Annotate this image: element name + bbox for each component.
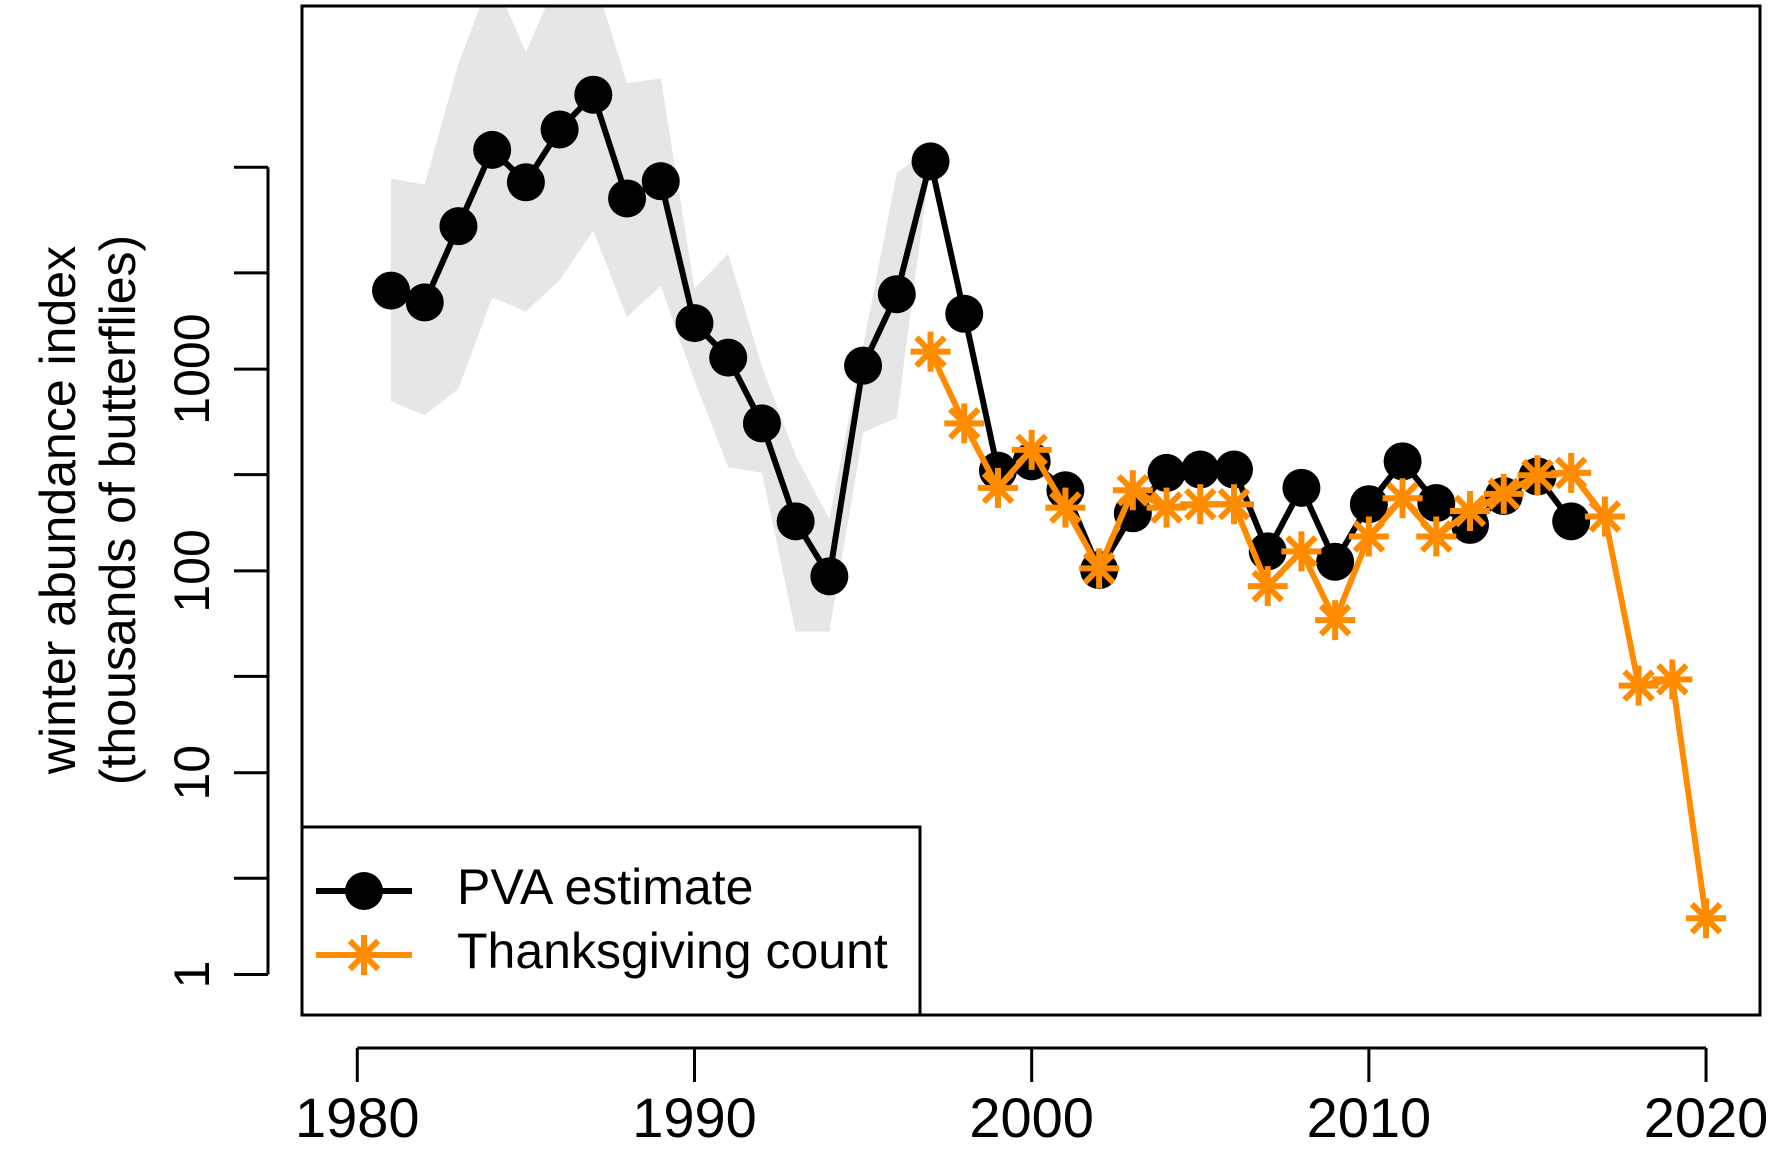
asterisk-stroke	[1116, 473, 1150, 507]
asterisk-stroke	[1689, 901, 1723, 935]
point	[675, 304, 714, 343]
point	[1551, 452, 1592, 493]
y-tick-label: 1000	[164, 313, 220, 424]
point	[473, 130, 512, 169]
point	[776, 502, 815, 541]
point	[1517, 455, 1558, 496]
asterisk-stroke	[1453, 494, 1487, 528]
legend-label: PVA estimate	[457, 859, 753, 915]
point	[344, 935, 384, 975]
point	[1045, 487, 1086, 528]
point	[1686, 898, 1727, 939]
point	[1282, 468, 1321, 507]
point	[945, 294, 984, 333]
x-tick-label: 1980	[295, 1086, 420, 1149]
asterisk-stroke	[1184, 487, 1217, 521]
asterisk-stroke	[1015, 433, 1048, 467]
legend-box	[300, 825, 922, 1017]
asterisk-stroke	[1521, 458, 1554, 492]
point	[574, 75, 613, 114]
point	[1146, 487, 1187, 528]
point	[1450, 491, 1491, 532]
asterisk-stroke	[1622, 669, 1655, 702]
point	[1552, 502, 1591, 541]
x-tick-label: 2020	[1644, 1086, 1769, 1149]
point	[1618, 665, 1659, 706]
point	[877, 275, 916, 314]
asterisk-stroke	[1487, 477, 1520, 511]
y-tick-label: 100	[164, 529, 220, 612]
asterisk-stroke	[347, 938, 381, 972]
point	[1247, 566, 1288, 607]
confidence-band	[391, 6, 931, 632]
asterisk-stroke	[1588, 500, 1622, 533]
point	[810, 557, 849, 596]
point	[1213, 484, 1254, 525]
x-tick-label: 2010	[1307, 1086, 1432, 1149]
plot-area	[372, 6, 1727, 939]
point	[1181, 450, 1220, 489]
asterisk-stroke	[1217, 487, 1251, 521]
point	[1652, 659, 1693, 700]
point	[1147, 453, 1186, 492]
point	[1584, 496, 1625, 537]
point	[844, 346, 883, 385]
asterisk-stroke	[981, 471, 1015, 505]
y-tick-label: 1	[164, 961, 220, 989]
y-axis-label: winter abundance index	[30, 246, 86, 775]
point	[1382, 478, 1423, 519]
point	[1112, 470, 1153, 511]
asterisk-stroke	[1554, 456, 1588, 490]
point	[1281, 531, 1322, 572]
asterisk-stroke	[1656, 663, 1689, 696]
point	[1349, 485, 1388, 524]
y-axis-label: (thousands of butterflies)	[90, 235, 146, 785]
point	[506, 163, 545, 202]
point	[540, 110, 579, 149]
point	[608, 179, 647, 218]
asterisk-stroke	[1082, 552, 1116, 585]
x-tick-label: 1990	[632, 1086, 757, 1149]
point	[1011, 429, 1052, 470]
asterisk-stroke	[1318, 603, 1352, 637]
point	[1416, 516, 1457, 557]
x-tick-label: 2000	[969, 1086, 1094, 1149]
y-tick-label: 10	[164, 745, 220, 801]
point	[1383, 442, 1422, 481]
point	[1079, 548, 1120, 589]
asterisk-stroke	[1352, 520, 1386, 553]
point	[372, 271, 411, 310]
asterisk-stroke	[914, 335, 947, 368]
point	[1417, 484, 1456, 523]
point	[911, 142, 950, 181]
plot-frame	[300, 4, 1762, 1017]
point	[742, 404, 781, 443]
point	[910, 331, 951, 372]
point	[405, 283, 444, 322]
point	[1214, 450, 1253, 489]
point	[1315, 600, 1356, 641]
point	[709, 338, 748, 377]
point	[977, 467, 1018, 508]
asterisk-stroke	[1285, 535, 1318, 568]
asterisk-stroke	[1420, 520, 1453, 553]
point	[439, 207, 478, 246]
asterisk-stroke	[1386, 482, 1419, 515]
point	[1180, 484, 1221, 525]
point	[1316, 542, 1355, 581]
point	[641, 162, 680, 201]
point	[1348, 516, 1389, 557]
point	[345, 872, 383, 910]
asterisk-stroke	[1150, 491, 1183, 524]
asterisk-stroke	[1251, 569, 1284, 603]
asterisk-stroke	[1049, 491, 1082, 524]
asterisk-stroke	[947, 407, 981, 440]
point	[944, 403, 985, 444]
legend-label: Thanksgiving count	[457, 923, 888, 979]
point	[1483, 473, 1524, 514]
series-line	[927, 350, 1710, 919]
